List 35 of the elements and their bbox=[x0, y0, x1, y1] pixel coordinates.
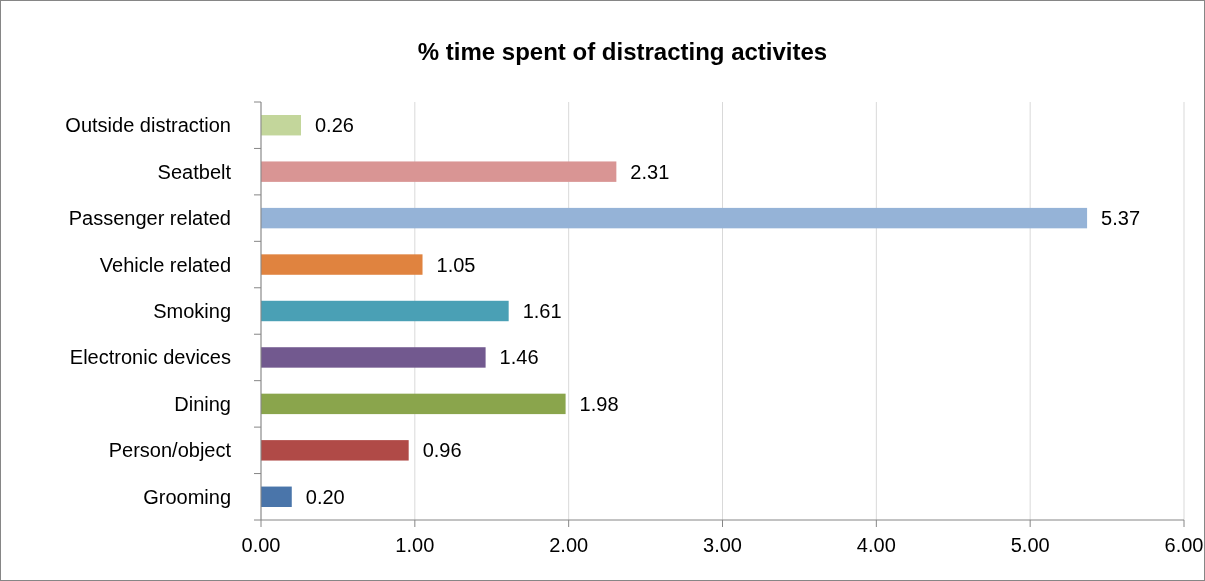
data-label: 1.05 bbox=[436, 253, 476, 276]
data-label: 0.26 bbox=[315, 114, 354, 137]
data-label: 0.20 bbox=[305, 485, 345, 508]
y-tick-label: Grooming bbox=[143, 485, 231, 508]
chart-title: % time spent of distracting activites bbox=[417, 38, 828, 65]
x-tick-label: 3.00 bbox=[703, 534, 742, 556]
bar bbox=[261, 486, 292, 507]
x-tick-label: 2.00 bbox=[549, 534, 589, 556]
x-tick-label: 1.00 bbox=[395, 534, 435, 556]
bar bbox=[261, 300, 509, 322]
x-tick-label: 6.00 bbox=[1164, 534, 1204, 556]
bar bbox=[261, 115, 301, 136]
bar bbox=[261, 254, 423, 275]
bar bbox=[261, 393, 566, 415]
data-label: 1.46 bbox=[499, 346, 539, 369]
bar bbox=[261, 440, 409, 461]
y-tick-label: Smoking bbox=[153, 300, 231, 322]
y-tick-label: Person/object bbox=[108, 439, 232, 462]
x-tick-label: 0.00 bbox=[241, 534, 281, 556]
y-tick-label: Electronic devices bbox=[69, 346, 231, 369]
data-label: 1.98 bbox=[579, 392, 619, 415]
y-tick-label: Seatbelt bbox=[157, 160, 232, 183]
y-tick-label: Passenger related bbox=[68, 207, 231, 230]
bar bbox=[261, 207, 1088, 229]
bar bbox=[261, 161, 617, 182]
y-tick-label: Dining bbox=[174, 392, 231, 415]
bar bbox=[261, 347, 486, 368]
data-label: 0.96 bbox=[422, 439, 462, 462]
data-label: 2.31 bbox=[630, 160, 670, 183]
x-tick-label: 4.00 bbox=[856, 534, 896, 556]
data-label: 5.37 bbox=[1101, 207, 1141, 230]
y-tick-label: Outside distraction bbox=[65, 114, 231, 137]
data-label: 1.61 bbox=[522, 300, 562, 322]
x-tick-label: 5.00 bbox=[1010, 534, 1050, 556]
y-tick-label: Vehicle related bbox=[99, 253, 231, 276]
